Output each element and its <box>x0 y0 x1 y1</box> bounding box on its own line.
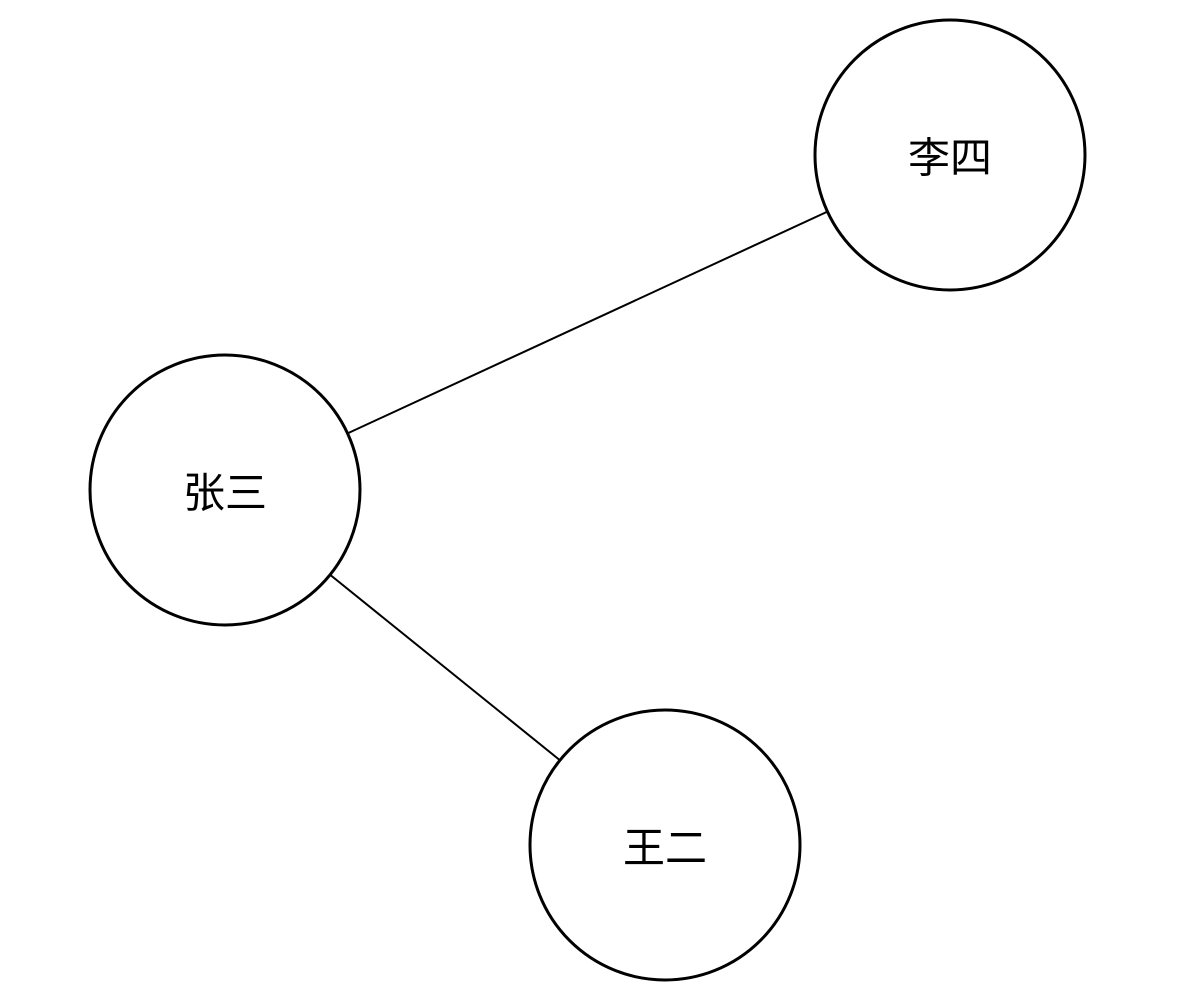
node-label-zhangsan: 张三 <box>183 460 267 521</box>
edge-zhangsan-wanger <box>330 575 560 760</box>
network-diagram <box>0 0 1201 991</box>
node-label-lisi: 李四 <box>908 125 992 186</box>
edge-zhangsan-lisi <box>348 212 828 434</box>
node-label-wanger: 王二 <box>623 815 707 876</box>
